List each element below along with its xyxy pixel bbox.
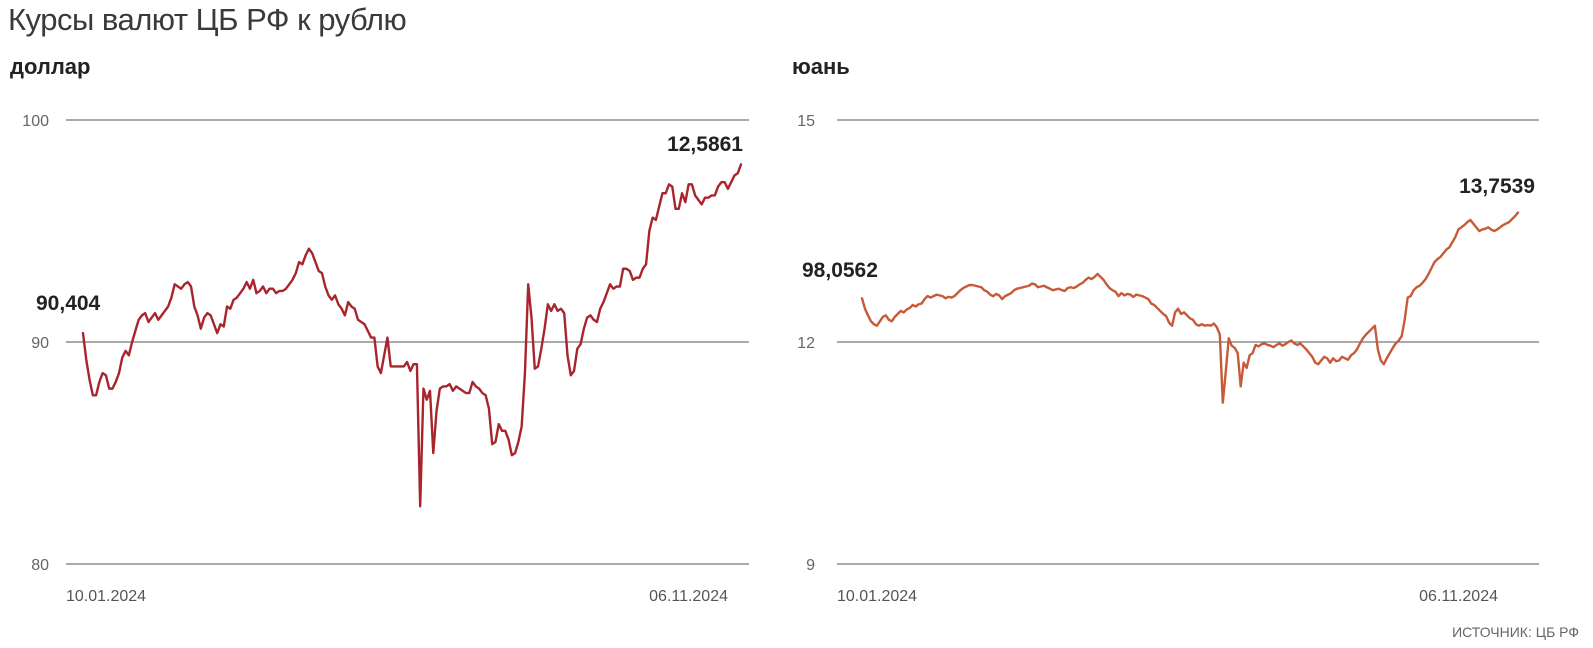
usd-y-axis: 80 90 100 [22,113,49,574]
cny-chart-panel: юань 9 12 15 98,0562 13,7539 10.01.2024 06… [792,54,1539,605]
cny-y-tick-label: 15 [797,113,815,130]
usd-series-holder [81,163,743,508]
cny-x-end-label: 06.11.2024 [1419,588,1498,605]
usd-end-value-label: 12,5861 [667,133,743,156]
cny-y-axis: 9 12 15 [797,113,815,574]
usd-x-end-label: 06.11.2024 [649,588,728,605]
cny-start-value-label: 98,0562 [802,259,878,282]
usd-grid [66,119,749,565]
cny-grid [837,119,1539,565]
usd-y-tick-label: 90 [31,335,49,352]
cny-chart-title: юань [792,54,850,79]
cny-series-line [860,211,1520,404]
cny-y-tick-label: 12 [797,335,815,352]
usd-start-value-label: 90,404 [36,292,101,315]
usd-chart-panel: доллар 80 90 100 90,404 12,5861 10.01.2024… [10,54,749,605]
page-title: Курсы валют ЦБ РФ к рублю [8,2,407,37]
usd-series-line [81,163,743,508]
usd-chart-title: доллар [10,54,90,79]
usd-y-tick-label: 100 [22,113,49,130]
usd-y-tick-label: 80 [31,557,49,574]
usd-x-start-label: 10.01.2024 [66,588,146,605]
cny-y-tick-label: 9 [806,557,815,574]
source-note: ИСТОЧНИК: ЦБ РФ [1452,624,1579,640]
cny-series-holder [860,211,1520,404]
cny-x-start-label: 10.01.2024 [837,588,917,605]
cny-end-value-label: 13,7539 [1459,175,1535,198]
